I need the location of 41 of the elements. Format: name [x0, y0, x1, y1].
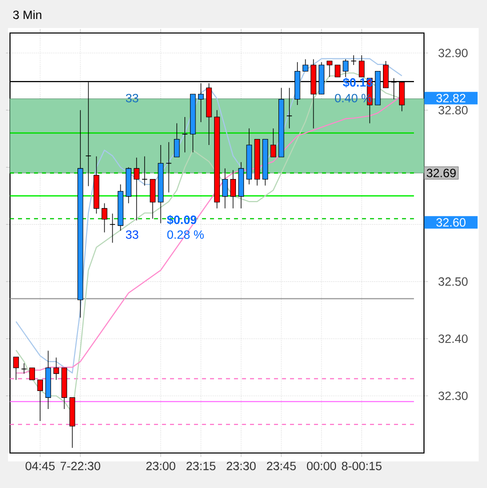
candlestick	[102, 202, 108, 233]
candlestick	[342, 58, 348, 78]
y-tick-label: 32.90	[438, 48, 468, 58]
x-tick-label: 23:00	[146, 462, 176, 470]
candlestick	[174, 122, 180, 158]
candlestick	[230, 170, 236, 209]
candlestick	[358, 54, 365, 78]
annotation: 0.28 %	[167, 230, 204, 239]
y-tick-label: 32.40	[438, 334, 468, 343]
candlestick	[350, 54, 357, 66]
x-tick-label: 7-22:30	[60, 462, 100, 470]
candlestick	[222, 168, 228, 209]
candlestick	[134, 157, 140, 221]
candlestick	[53, 357, 60, 380]
text: 32.60	[436, 218, 466, 227]
candlestick	[334, 64, 340, 78]
candlestick	[37, 380, 43, 422]
x-tick-label: 00:00	[306, 462, 336, 470]
candlestick	[29, 368, 35, 380]
chart-title: 3 Min	[13, 10, 42, 20]
text: 32.82	[436, 94, 466, 102]
y-tick-label: 32.30	[438, 392, 468, 400]
x-tick-label: 23:30	[226, 462, 256, 470]
candlestick	[150, 178, 156, 220]
x-tick-label: 23:45	[266, 462, 296, 470]
x-tick-label: 04:45	[26, 462, 55, 470]
ref-line-label: 32.69	[426, 168, 456, 178]
candlestick	[21, 362, 28, 374]
candlestick	[110, 213, 116, 244]
candlestick	[302, 58, 308, 72]
annotation: 33	[126, 230, 138, 239]
candlestick	[270, 128, 276, 158]
candlestick	[326, 60, 332, 78]
candlestick	[182, 116, 188, 153]
candlestick	[13, 356, 19, 380]
annotation: $0.09	[167, 214, 196, 225]
y-tick-label: 32.50	[438, 277, 468, 286]
candlestick	[286, 88, 292, 129]
x-tick-label: 23:15	[186, 462, 216, 470]
x-tick-label: 8-00:15	[342, 462, 382, 470]
y-tick-label: 32.80	[438, 106, 468, 114]
